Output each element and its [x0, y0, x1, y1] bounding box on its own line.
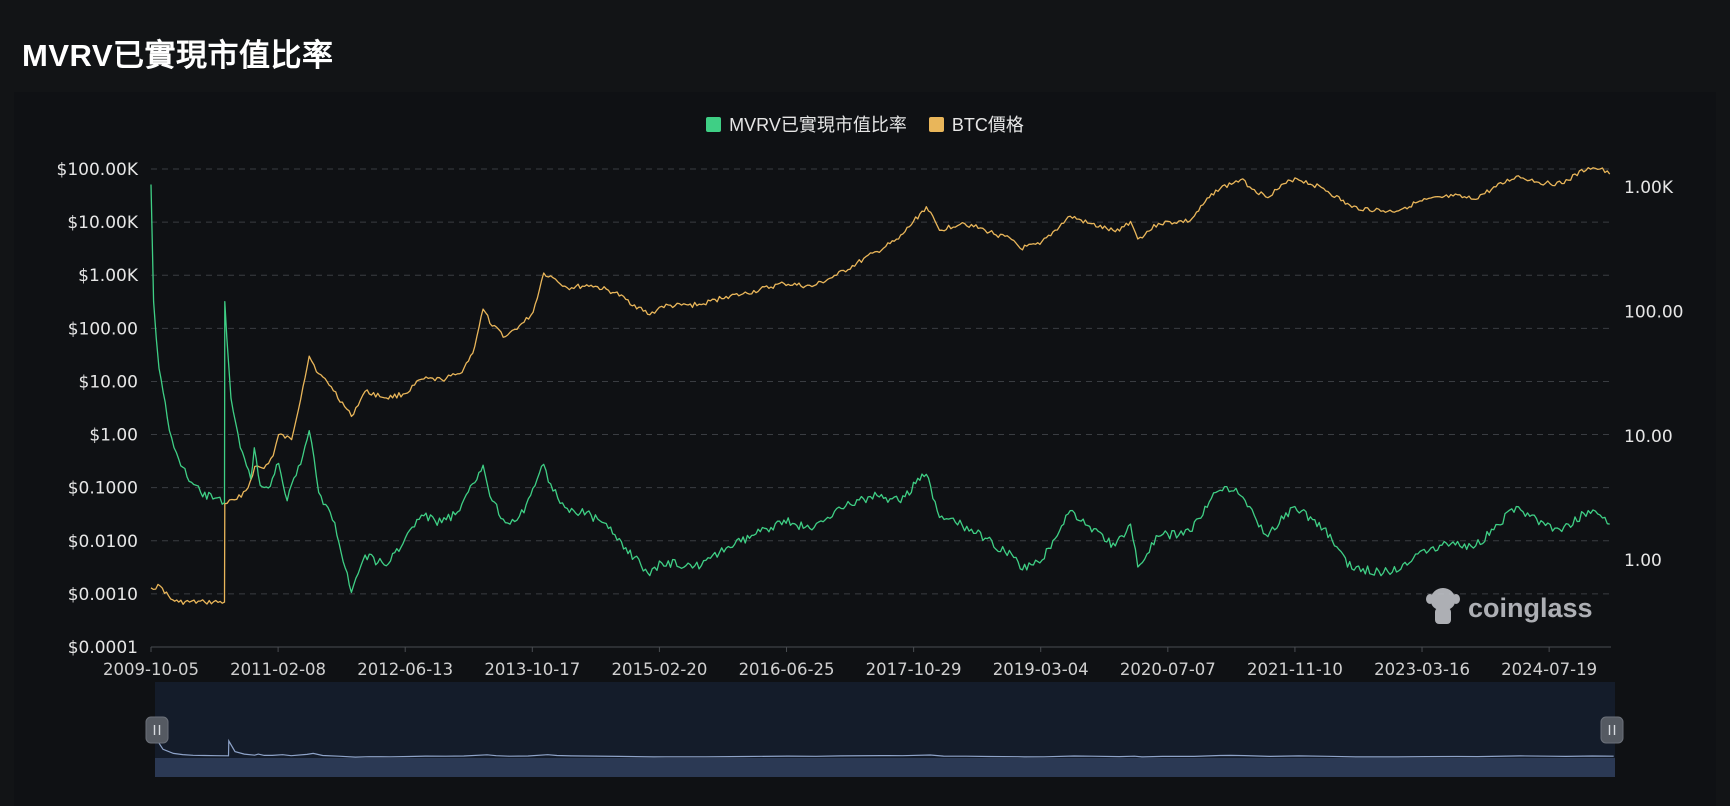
y-tick-label-left: $0.0001	[68, 638, 138, 658]
coinglass-watermark: coinglass	[1426, 588, 1593, 628]
x-tick-label: 2024-07-19	[1501, 660, 1597, 679]
x-tick-label: 2012-06-13	[357, 660, 453, 679]
x-tick-label: 2011-02-08	[230, 660, 326, 679]
navigator-handle-left[interactable]	[145, 716, 169, 744]
x-tick-label: 2009-10-05	[103, 660, 199, 679]
legend-item-mvrv[interactable]: MVRV已實現市值比率	[706, 111, 907, 137]
y-tick-label-left: $0.1000	[68, 479, 138, 499]
y-tick-label-right: 10.00	[1624, 427, 1673, 447]
y-tick-label-left: $1.00	[89, 426, 138, 446]
y-tick-label-left: $1.00K	[78, 266, 139, 286]
page-title: MVRV已實現市值比率	[22, 38, 334, 73]
coinglass-mascot-icon	[1426, 588, 1460, 628]
y-tick-label-left: $0.0010	[68, 585, 138, 605]
x-tick-label: 2017-10-29	[866, 660, 962, 679]
y-tick-label-left: $10.00K	[67, 213, 138, 233]
x-tick-label: 2023-03-16	[1374, 660, 1470, 679]
chart-legend: MVRV已實現市值比率 BTC價格	[0, 111, 1730, 137]
y-tick-label-left: $100.00K	[57, 160, 139, 180]
legend-label-btc-price: BTC價格	[951, 115, 1024, 135]
legend-swatch-btc-price	[928, 116, 944, 132]
navigator-handle-right[interactable]	[1600, 716, 1624, 744]
y-tick-label-left: $100.00	[68, 319, 138, 339]
legend-item-btc-price[interactable]: BTC價格	[928, 111, 1024, 137]
legend-swatch-mvrv	[706, 116, 722, 132]
series-line-mvrv	[150, 184, 1610, 594]
x-tick-label: 2021-11-10	[1247, 660, 1343, 679]
x-tick-label: 2020-07-07	[1120, 660, 1216, 679]
y-tick-label-right: 1.00K	[1624, 178, 1674, 198]
watermark-text: coinglass	[1468, 592, 1593, 623]
y-tick-label-left: $10.00	[79, 372, 138, 392]
y-tick-label-right: 1.00	[1624, 551, 1662, 571]
navigator-series-line	[154, 735, 1614, 758]
x-tick-label: 2019-03-04	[993, 660, 1089, 679]
y-tick-label-right: 100.00	[1624, 302, 1683, 322]
y-tick-label-left: $0.0100	[68, 532, 138, 552]
x-tick-label: 2013-10-17	[484, 660, 580, 679]
x-tick-label: 2015-02-20	[611, 660, 707, 679]
series-line-btc-price	[150, 167, 1611, 605]
x-tick-label: 2016-06-25	[739, 660, 835, 679]
legend-label-mvrv: MVRV已實現市值比率	[729, 115, 907, 135]
navigator-fill	[155, 758, 1615, 777]
